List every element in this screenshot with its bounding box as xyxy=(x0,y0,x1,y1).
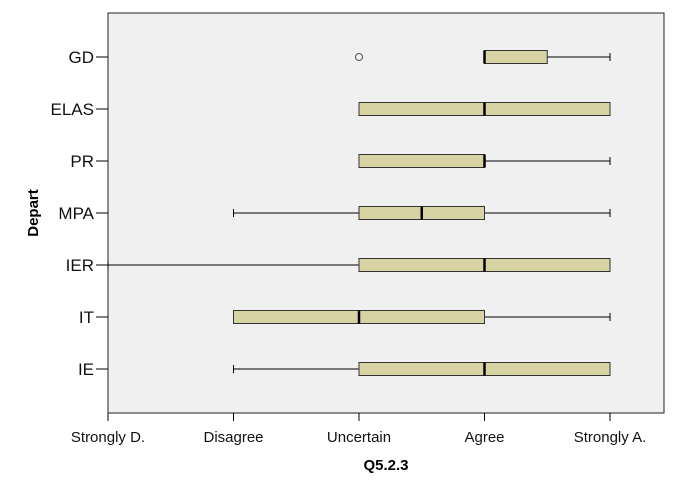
x-tick-label: Strongly A. xyxy=(574,429,647,446)
category-label-pr: PR xyxy=(70,152,94,171)
x-axis: Strongly D. Disagree Uncertain Agree Strongl… xyxy=(71,413,646,446)
box-ie xyxy=(233,362,611,376)
x-tick-label: Disagree xyxy=(203,429,263,446)
category-label-mpa: MPA xyxy=(58,204,94,223)
box-pr xyxy=(358,154,611,168)
x-tick-label: Strongly D. xyxy=(71,429,145,446)
box-it xyxy=(233,310,611,324)
box-ier xyxy=(107,258,611,272)
box-gd xyxy=(355,50,611,64)
category-label-elas: ELAS xyxy=(51,100,94,119)
x-tick-label: Agree xyxy=(464,429,504,446)
outlier-point xyxy=(355,53,363,61)
category-label-ie: IE xyxy=(78,360,94,379)
box-elas xyxy=(358,102,611,116)
x-axis-title: Q5.2.3 xyxy=(363,457,408,474)
iqr-box xyxy=(358,154,485,168)
y-axis: GD ELAS PR MPA IER IT IE xyxy=(51,48,108,379)
category-label-ier: IER xyxy=(66,256,94,275)
category-label-it: IT xyxy=(79,308,94,327)
x-tick-label: Uncertain xyxy=(327,429,391,446)
y-axis-title: Depart xyxy=(25,189,42,237)
box-mpa xyxy=(233,206,611,220)
iqr-box xyxy=(484,50,548,64)
boxes-layer xyxy=(107,50,611,376)
category-label-gd: GD xyxy=(69,48,95,67)
